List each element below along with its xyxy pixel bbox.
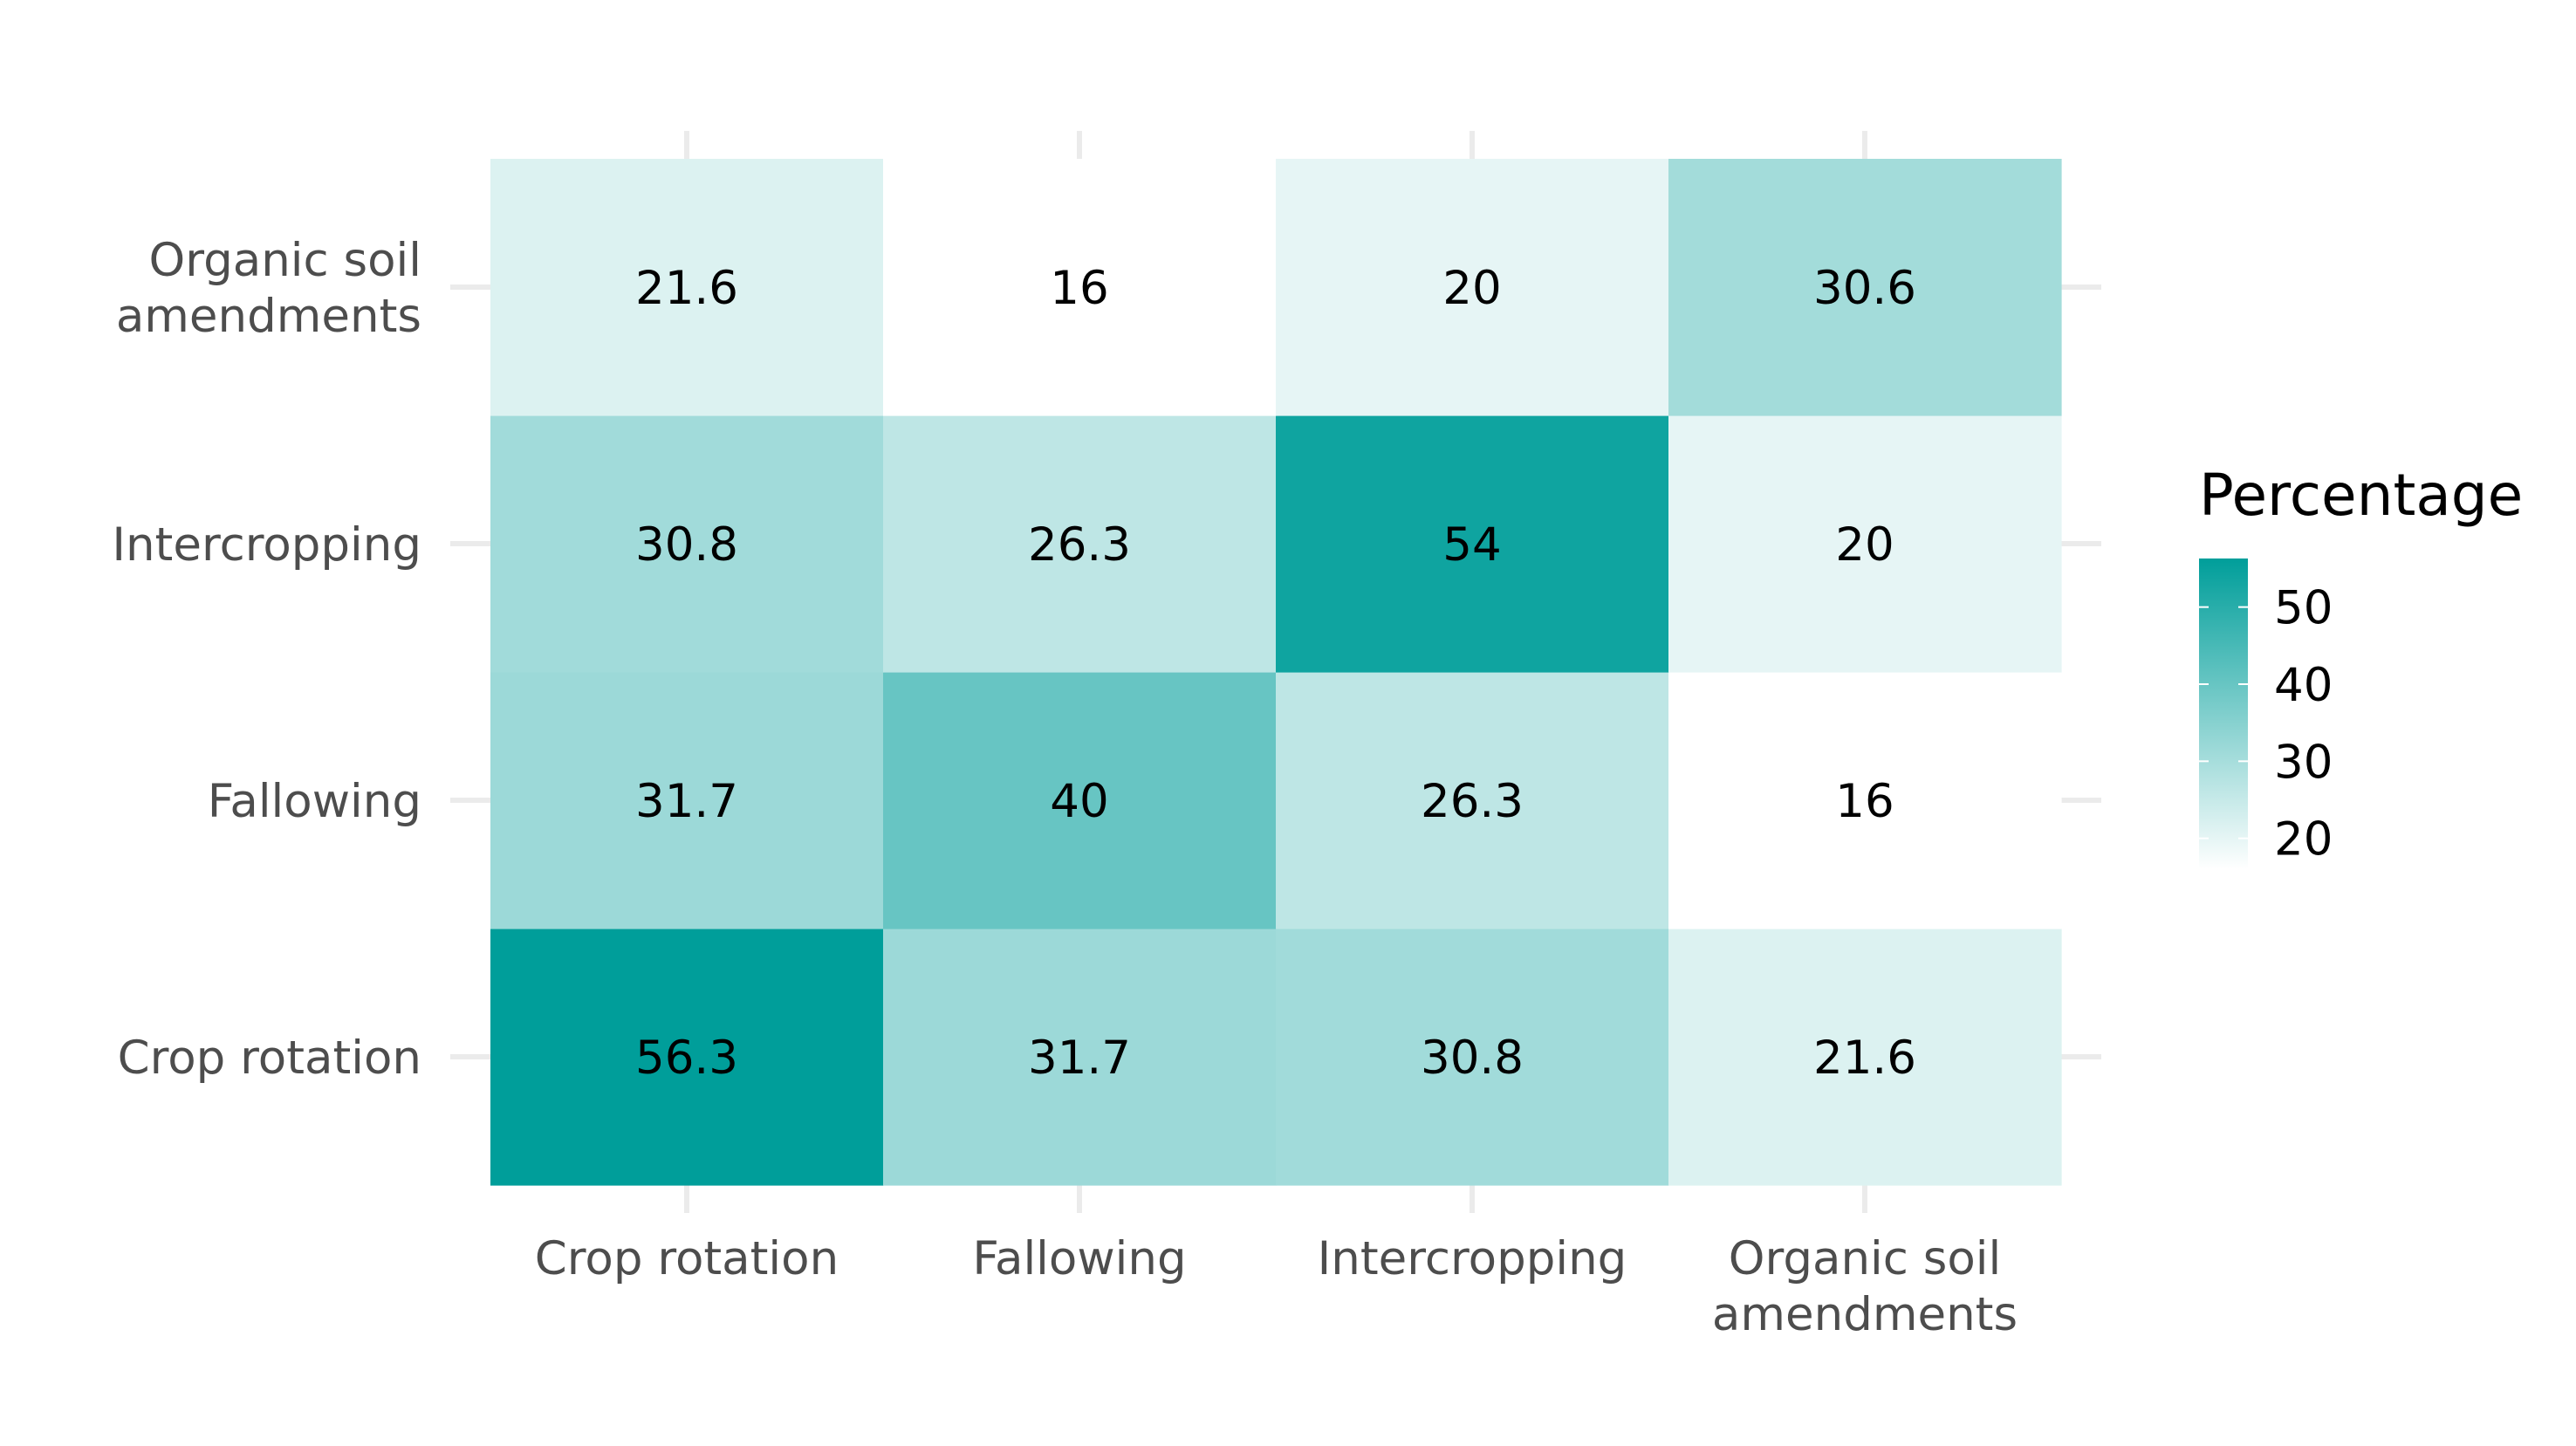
cell-value-label: 21.6 bbox=[635, 262, 738, 315]
y-tick-label-line: Intercropping bbox=[112, 518, 421, 572]
y-tick-label: Crop rotation bbox=[118, 1031, 421, 1085]
legend-break-label: 40 bbox=[2274, 659, 2333, 712]
legend-colorbar bbox=[2199, 559, 2248, 869]
heatmap-cell bbox=[490, 929, 884, 1186]
cell-value-label: 31.7 bbox=[635, 775, 738, 828]
cell-value-label: 21.6 bbox=[1813, 1031, 1916, 1085]
cell-value-label: 56.3 bbox=[635, 1031, 738, 1085]
x-tick-label-line: Intercropping bbox=[1318, 1232, 1627, 1285]
y-tick-label: Intercropping bbox=[112, 518, 421, 572]
legend-break-label: 50 bbox=[2274, 582, 2333, 635]
heatmap-cell bbox=[1668, 415, 2062, 673]
cell-value-label: 20 bbox=[1835, 518, 1894, 572]
heatmap-cell bbox=[883, 415, 1277, 673]
heatmap-cell bbox=[490, 159, 884, 416]
heatmap-cell bbox=[1276, 929, 1669, 1186]
y-tick-label-line: amendments bbox=[116, 290, 421, 343]
x-tick-label-line: Crop rotation bbox=[535, 1232, 839, 1285]
cell-value-label: 26.3 bbox=[1421, 775, 1524, 828]
x-tick-label-line: amendments bbox=[1712, 1288, 2018, 1341]
cell-value-label: 20 bbox=[1442, 262, 1501, 315]
heatmap-cell bbox=[883, 929, 1277, 1186]
heatmap-cell bbox=[1668, 672, 2062, 929]
y-axis: Crop rotation Fallowing Intercropping Organ… bbox=[112, 234, 421, 1085]
heatmap-cell bbox=[1668, 929, 2062, 1186]
heatmap-cell bbox=[1276, 672, 1669, 929]
x-tick-label: Crop rotation bbox=[535, 1232, 839, 1285]
legend-break-label: 20 bbox=[2274, 813, 2333, 867]
x-tick-label-line: Fallowing bbox=[972, 1232, 1186, 1285]
y-tick-label: Organic soil amendments bbox=[116, 234, 421, 343]
heatmap-cell bbox=[490, 672, 884, 929]
legend-title: Percentage bbox=[2199, 462, 2523, 529]
cell-value-label: 30.8 bbox=[1421, 1031, 1524, 1085]
x-tick-label: Intercropping bbox=[1318, 1232, 1627, 1285]
heatmap-cell bbox=[883, 672, 1277, 929]
heatmap-cell bbox=[1276, 415, 1669, 673]
heatmap-cell bbox=[1668, 159, 2062, 416]
x-tick-label-line: Organic soil bbox=[1729, 1232, 2002, 1285]
y-tick-label-line: Fallowing bbox=[208, 775, 421, 828]
cell-value-label: 26.3 bbox=[1028, 518, 1131, 572]
cell-value-label: 16 bbox=[1050, 262, 1108, 315]
cell-value-label: 30.8 bbox=[635, 518, 738, 572]
cell-value-label: 16 bbox=[1835, 775, 1894, 828]
legend: Percentage 20 30 40 50 bbox=[2199, 462, 2523, 869]
y-tick-label-line: Crop rotation bbox=[118, 1031, 421, 1085]
x-tick-label: Organic soil amendments bbox=[1712, 1232, 2018, 1341]
cell-value-label: 54 bbox=[1442, 518, 1501, 572]
x-axis: Crop rotation Fallowing Intercropping Organ… bbox=[535, 1232, 2018, 1341]
heatmap-cell bbox=[1276, 159, 1669, 416]
heatmap-cell bbox=[490, 415, 884, 673]
cell-labels: 56.3 31.7 30.8 21.6 31.7 40 26.3 16 30.8 26.3 54 20… bbox=[635, 262, 1916, 1085]
x-tick-label: Fallowing bbox=[972, 1232, 1186, 1285]
legend-break-label: 30 bbox=[2274, 736, 2333, 789]
y-tick-label: Fallowing bbox=[208, 775, 421, 828]
cell-value-label: 40 bbox=[1050, 775, 1108, 828]
heatmap-cell bbox=[883, 159, 1277, 416]
y-tick-label-line: Organic soil bbox=[149, 234, 422, 287]
heatmap-cells bbox=[490, 159, 2062, 1186]
cell-value-label: 30.6 bbox=[1813, 262, 1916, 315]
cell-value-label: 31.7 bbox=[1028, 1031, 1131, 1085]
